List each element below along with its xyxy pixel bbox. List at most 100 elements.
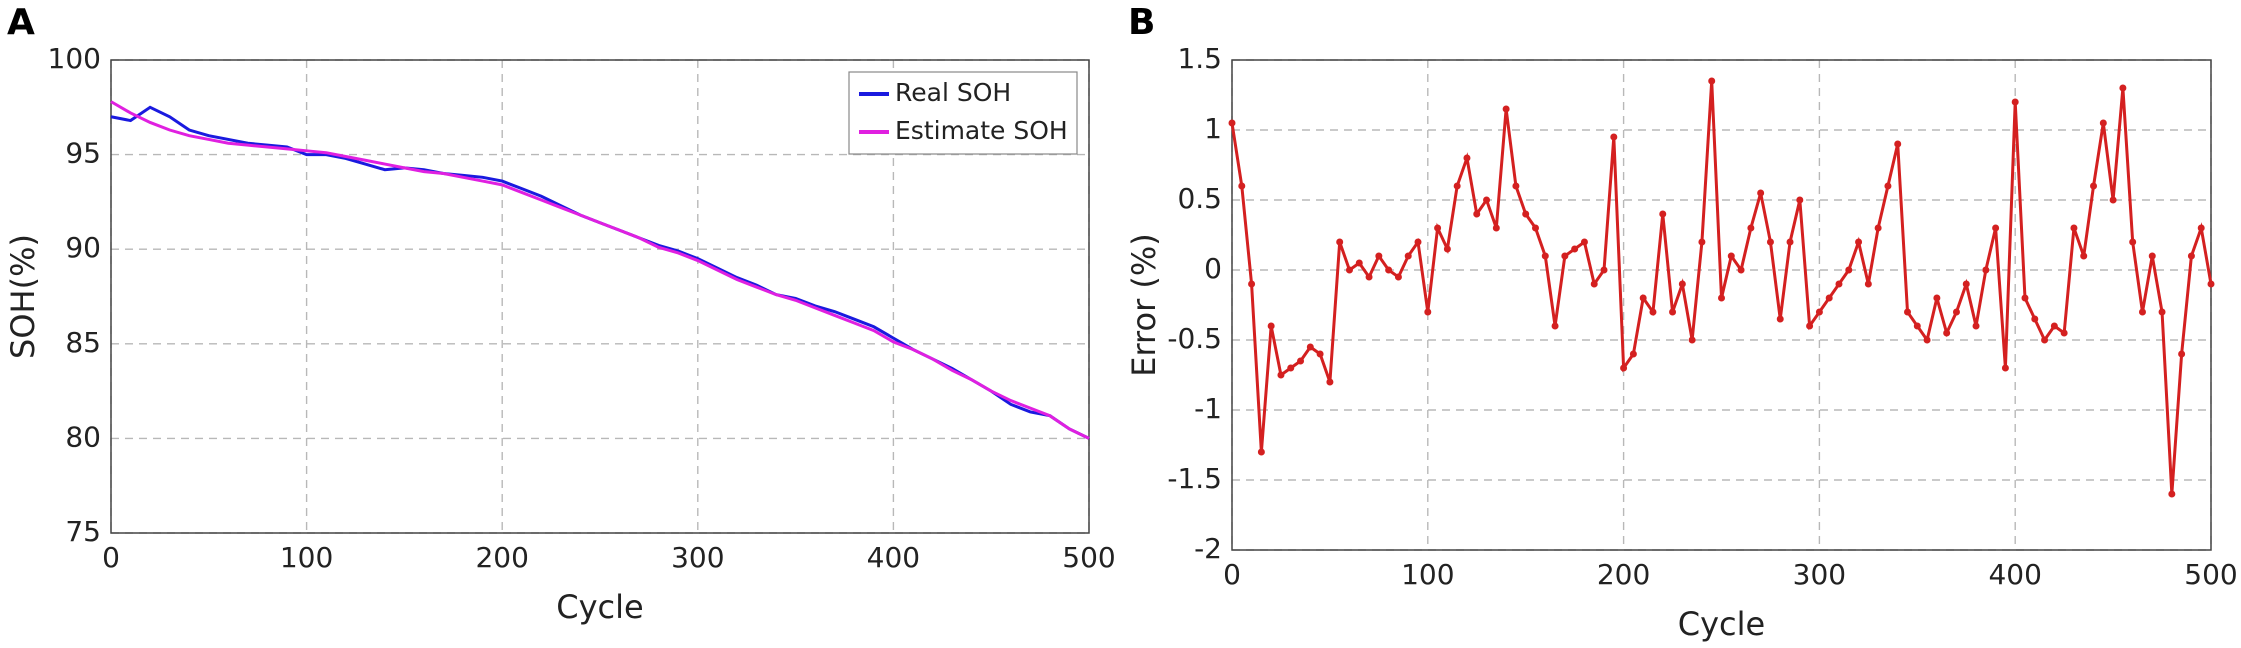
point: [1718, 294, 1725, 302]
point: [1982, 266, 1990, 274]
x-tick-label: 200: [1597, 558, 1650, 591]
x-axis-label: Cycle: [556, 588, 643, 626]
point: [1757, 189, 1765, 197]
point: [2080, 252, 2088, 260]
point: [1747, 224, 1755, 232]
legend-label: Real SOH: [895, 78, 1011, 107]
point: [2011, 98, 2019, 106]
y-tick-label: 100: [48, 42, 101, 75]
x-tick-label: 300: [1793, 558, 1846, 591]
point: [1228, 119, 1236, 127]
point: [1766, 238, 1774, 246]
point: [1404, 252, 1412, 260]
point: [1541, 252, 1549, 260]
point: [1267, 322, 1275, 330]
point: [1669, 308, 1677, 316]
plot-frame: [110, 59, 1090, 534]
point: [1835, 280, 1843, 288]
point: [2050, 322, 2058, 330]
point: [2060, 329, 2068, 337]
point: [1316, 350, 1324, 358]
point: [2031, 315, 2039, 323]
y-tick-label: 80: [65, 420, 101, 453]
panel-label: A: [7, 2, 35, 43]
point: [1434, 224, 1442, 232]
point: [1923, 336, 1931, 344]
point: [1580, 238, 1588, 246]
point: [1864, 280, 1872, 288]
point: [1326, 378, 1334, 386]
point: [1531, 224, 1539, 232]
x-tick-label: 0: [1223, 558, 1241, 591]
point: [1620, 364, 1628, 372]
point: [2129, 238, 2137, 246]
x-tick-label: 400: [867, 541, 920, 574]
y-tick-label: 95: [65, 137, 101, 170]
point: [1414, 238, 1422, 246]
point: [1365, 273, 1373, 281]
point: [1815, 308, 1823, 316]
point: [1502, 105, 1510, 113]
point: [1600, 266, 1608, 274]
x-tick-label: 500: [1062, 541, 1115, 574]
y-tick-label: -0.5: [1167, 322, 1222, 355]
point: [1894, 140, 1902, 148]
series-line: [110, 100, 1090, 440]
point: [2099, 119, 2107, 127]
point: [2187, 252, 2195, 260]
point: [1385, 266, 1393, 274]
point: [1355, 259, 1363, 267]
point: [1483, 196, 1491, 204]
y-tick-label: 1: [1204, 112, 1222, 145]
point: [1394, 273, 1402, 281]
point: [2041, 336, 2049, 344]
point: [1277, 371, 1285, 379]
point: [1590, 280, 1598, 288]
x-tick-label: 400: [1988, 558, 2041, 591]
x-tick-label: 100: [280, 541, 333, 574]
x-tick-label: 0: [102, 541, 120, 574]
point: [2197, 224, 2205, 232]
y-tick-label: 0.5: [1177, 182, 1222, 215]
point: [2119, 84, 2127, 92]
y-tick-label: 0: [1204, 252, 1222, 285]
point: [1855, 238, 1863, 246]
point: [1904, 308, 1912, 316]
point: [1688, 336, 1696, 344]
point: [1943, 329, 1951, 337]
panel-label: B: [1128, 2, 1155, 43]
x-tick-label: 200: [475, 541, 528, 574]
point: [1551, 322, 1559, 330]
point: [1453, 182, 1461, 190]
plot-area: [1232, 60, 2211, 550]
point: [1522, 210, 1530, 218]
point: [1649, 308, 1657, 316]
point: [1845, 266, 1853, 274]
legend-box: [848, 71, 1078, 155]
point: [1825, 294, 1833, 302]
point: [2178, 350, 2186, 358]
point: [1698, 238, 1706, 246]
y-tick-label: 90: [65, 231, 101, 264]
point: [1571, 245, 1579, 253]
point: [1463, 154, 1471, 162]
point: [2090, 182, 2098, 190]
point: [1424, 308, 1432, 316]
y-tick-label: 1.5: [1177, 42, 1222, 75]
point: [1561, 252, 1569, 260]
point: [1306, 343, 1314, 351]
point: [1737, 266, 1745, 274]
point: [1238, 182, 1246, 190]
point: [1297, 357, 1305, 365]
point: [1806, 322, 1814, 330]
point: [1992, 224, 2000, 232]
point: [1473, 210, 1481, 218]
point: [2207, 280, 2215, 288]
point: [2001, 364, 2009, 372]
point: [1913, 322, 1921, 330]
point: [1375, 252, 1383, 260]
y-tick-label: -1: [1194, 392, 1222, 425]
point: [1629, 350, 1637, 358]
point: [1708, 77, 1716, 85]
